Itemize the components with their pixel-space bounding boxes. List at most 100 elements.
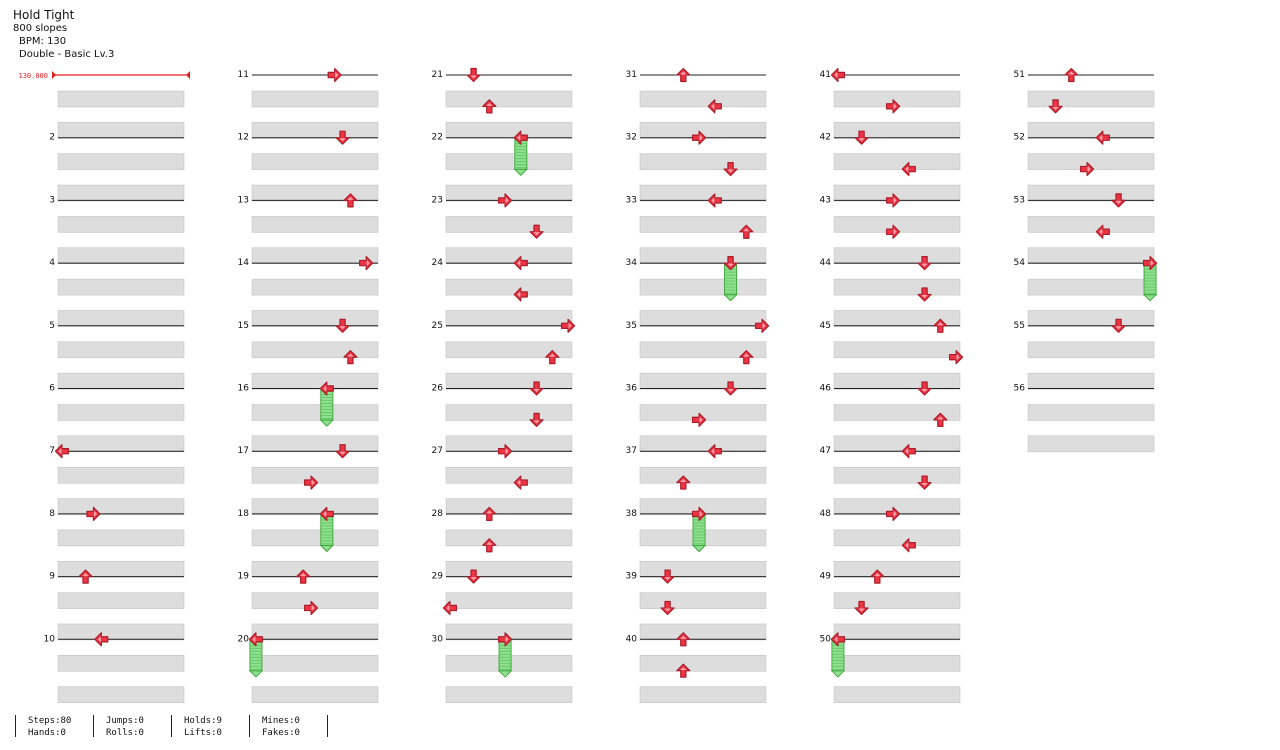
beat-band <box>445 561 573 578</box>
measure-number: 15 <box>238 321 249 331</box>
beat-band <box>57 435 185 453</box>
song-header: Hold Tight 800 slopes BPM: 130 Double - … <box>13 8 114 61</box>
beat-band <box>1027 90 1155 108</box>
beat-band <box>57 122 185 139</box>
beat-band <box>445 372 573 390</box>
song-difficulty: Double - Basic Lv.3 <box>19 49 115 60</box>
beat-band <box>639 466 767 484</box>
beat-band <box>57 372 185 390</box>
measure-number: 37 <box>626 446 637 456</box>
right-arrow-note <box>327 67 342 83</box>
measure-number: 21 <box>432 70 443 80</box>
beat-band <box>639 247 767 264</box>
stat-rolls: Rolls:0 <box>106 728 144 738</box>
beat-band <box>445 153 573 170</box>
beat-band <box>445 278 573 296</box>
measure-number: 19 <box>238 572 250 582</box>
beat-band <box>833 686 961 703</box>
beat-band <box>251 310 379 327</box>
stat-holds: Holds:9 <box>184 716 222 726</box>
beat-band <box>833 561 961 578</box>
measure-number: 20 <box>238 634 250 644</box>
up-arrow-note <box>676 67 691 83</box>
beat-band <box>251 247 379 264</box>
measure-number: 44 <box>820 258 832 268</box>
measure-number: 52 <box>1014 133 1025 143</box>
beat-band <box>1027 435 1155 453</box>
beat-band <box>251 529 379 547</box>
beat-band <box>833 153 961 170</box>
beat-band <box>833 247 961 264</box>
chart-stats: Steps:80 Hands:0 Jumps:0 Rolls:0 Holds:9… <box>0 712 1280 742</box>
bpm-marker-end <box>186 71 190 79</box>
beat-band <box>251 153 379 170</box>
measure-number: 54 <box>1014 258 1026 268</box>
measure-number: 38 <box>626 509 638 519</box>
beat-band <box>639 623 767 641</box>
beat-band <box>445 498 573 515</box>
stat-hands: Hands:0 <box>28 728 66 738</box>
beat-band <box>833 592 961 609</box>
beat-band <box>639 184 767 202</box>
beat-band <box>251 404 379 421</box>
hold-notes <box>248 137 1158 678</box>
measure-number: 39 <box>626 572 638 582</box>
beat-band <box>251 498 379 515</box>
left-arrow-note <box>830 67 846 83</box>
beat-band <box>1027 247 1155 264</box>
measure-number: 26 <box>432 384 444 394</box>
beat-band <box>833 404 961 421</box>
beat-band <box>251 90 379 108</box>
beat-band <box>251 216 379 233</box>
beat-band <box>57 655 185 672</box>
song-title: Hold Tight <box>13 8 75 22</box>
beat-band <box>639 655 767 672</box>
beat-band <box>833 341 961 359</box>
measure-number: 31 <box>626 70 637 80</box>
beat-band <box>57 592 185 609</box>
measure-number: 36 <box>626 384 638 394</box>
beat-band <box>833 435 961 453</box>
bpm-marker-start <box>52 71 56 79</box>
beat-band <box>639 278 767 296</box>
beat-band <box>445 404 573 421</box>
measure-number: 35 <box>626 321 637 331</box>
measure-number: 22 <box>432 133 443 143</box>
beat-band <box>445 310 573 327</box>
measure-number: 41 <box>820 70 831 80</box>
hold-note <box>830 638 846 678</box>
measure-number: 5 <box>49 321 55 331</box>
beat-band <box>57 623 185 641</box>
beat-band <box>833 278 961 296</box>
beat-band <box>445 216 573 233</box>
beat-band <box>57 310 185 327</box>
stat-lifts: Lifts:0 <box>184 728 222 738</box>
song-subtitle: 800 slopes <box>13 23 68 34</box>
beat-band <box>1027 341 1155 359</box>
measure-number: 46 <box>820 384 832 394</box>
step-notes <box>54 67 1158 678</box>
beat-band <box>57 153 185 170</box>
beat-band <box>639 153 767 170</box>
beat-band <box>1027 310 1155 327</box>
up-arrow-note <box>1064 67 1079 83</box>
beat-band <box>833 310 961 327</box>
stats-separator <box>15 715 16 737</box>
measure-number: 7 <box>49 446 55 456</box>
measure-number: 18 <box>238 509 250 519</box>
stat-jumps: Jumps:0 <box>106 716 144 726</box>
measure-number: 11 <box>238 70 249 80</box>
beat-band <box>639 216 767 233</box>
beat-band <box>639 310 767 327</box>
beat-band <box>1027 216 1155 233</box>
hold-note <box>1142 262 1158 302</box>
beat-band <box>1027 278 1155 296</box>
hold-note <box>248 638 264 678</box>
measure-number: 29 <box>432 572 444 582</box>
beat-band <box>833 623 961 641</box>
stat-fakes: Fakes:0 <box>262 728 300 738</box>
beat-band <box>251 561 379 578</box>
beat-band <box>1027 184 1155 202</box>
down-arrow-note <box>466 67 481 83</box>
measure-number: 24 <box>432 258 444 268</box>
